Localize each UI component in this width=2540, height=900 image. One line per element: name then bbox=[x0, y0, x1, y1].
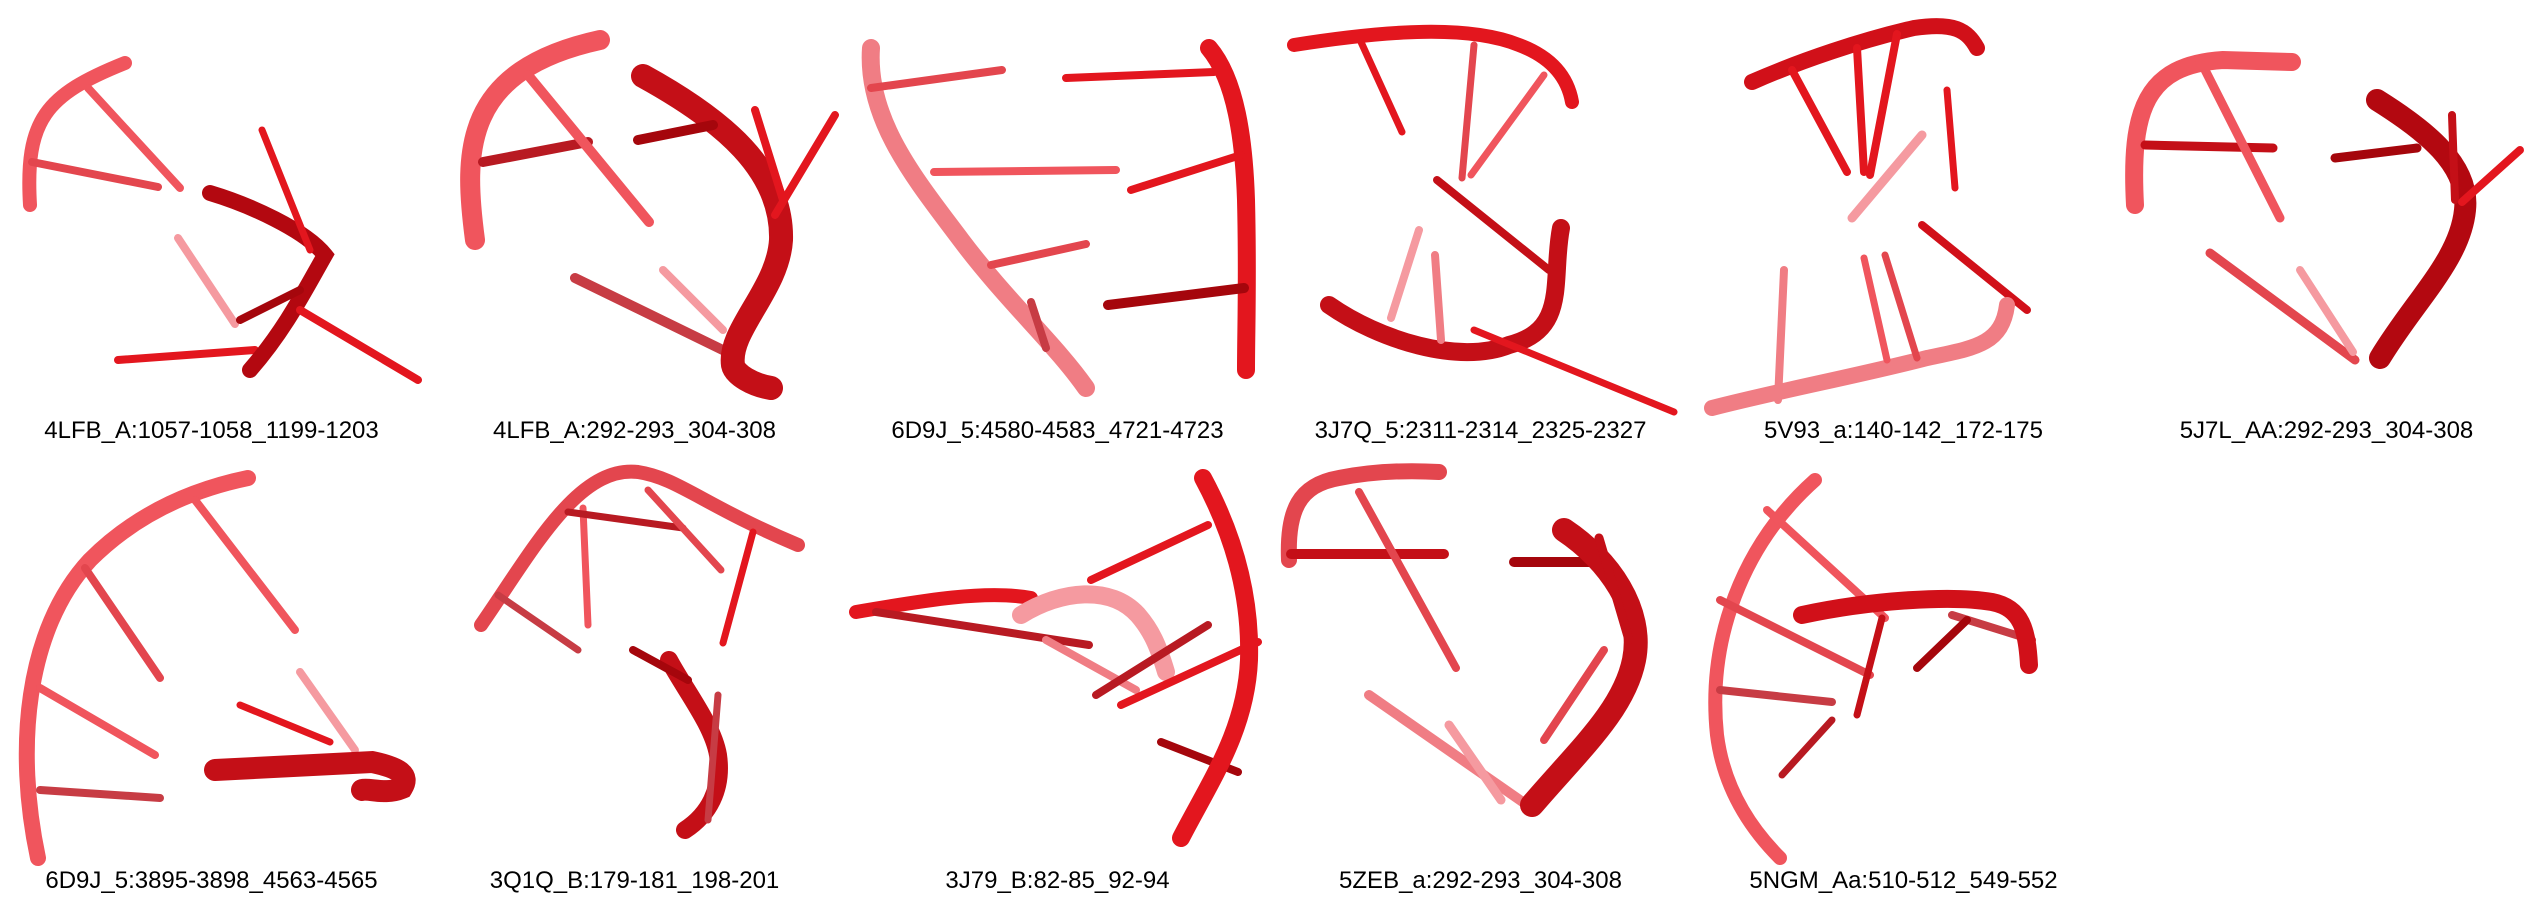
panel-caption-11: 5NGM_Aa:510-512_549-552 bbox=[1749, 867, 2058, 894]
rna-structure-image-11 bbox=[1708, 473, 2038, 865]
rna-panel-1: 4LFB_A:1057-1058_1199-1203 bbox=[0, 0, 423, 450]
panel-caption-8: 3Q1Q_B:179-181_198-201 bbox=[489, 867, 780, 894]
rna-panel-2: 4LFB_A:292-293_304-308 bbox=[423, 0, 846, 450]
rna-structure-image-3 bbox=[861, 39, 1256, 397]
rna-panel-7: 6D9J_5:3895-3898_4563-4565 bbox=[0, 450, 423, 900]
rna-panel-9: 3J79_B:82-85_92-94 bbox=[846, 450, 1269, 900]
panel-caption-9: 3J79_B:82-85_92-94 bbox=[945, 867, 1170, 894]
panel-caption-3: 6D9J_5:4580-4583_4721-4723 bbox=[891, 417, 1224, 444]
rna-panel-8: 3Q1Q_B:179-181_198-201 bbox=[423, 450, 846, 900]
panel-caption-7: 6D9J_5:3895-3898_4563-4565 bbox=[45, 867, 378, 894]
panel-caption-4: 3J7Q_5:2311-2314_2325-2327 bbox=[1314, 417, 1647, 444]
rna-structure-image-1 bbox=[22, 56, 422, 384]
rna-structure-image-9 bbox=[849, 469, 1262, 847]
panel-caption-6: 5J7L_AA:292-293_304-308 bbox=[2179, 417, 2474, 444]
rna-structure-image-4 bbox=[1287, 24, 1678, 416]
rna-panel-11: 5NGM_Aa:510-512_549-552 bbox=[1692, 450, 2115, 900]
rna-structure-image-2 bbox=[460, 30, 839, 400]
rna-structure-image-7 bbox=[18, 470, 416, 866]
rna-structure-image-8 bbox=[474, 464, 805, 839]
rna-structure-image-6 bbox=[2125, 50, 2524, 369]
rna-panel-5: 5V93_a:140-142_172-175 bbox=[1692, 0, 2115, 450]
panel-caption-1: 4LFB_A:1057-1058_1199-1203 bbox=[44, 417, 379, 444]
rna-structure-image-5 bbox=[1704, 18, 2031, 416]
rna-structure-image-10 bbox=[1280, 463, 1648, 817]
rna-panel-4: 3J7Q_5:2311-2314_2325-2327 bbox=[1269, 0, 1692, 450]
panel-caption-10: 5ZEB_a:292-293_304-308 bbox=[1339, 867, 1622, 894]
rna-panel-3: 6D9J_5:4580-4583_4721-4723 bbox=[846, 0, 1269, 450]
panel-caption-2: 4LFB_A:292-293_304-308 bbox=[493, 417, 776, 444]
rna-panel-10: 5ZEB_a:292-293_304-308 bbox=[1269, 450, 1692, 900]
panel-caption-5: 5V93_a:140-142_172-175 bbox=[1764, 417, 2043, 444]
rna-panel-6: 5J7L_AA:292-293_304-308 bbox=[2115, 0, 2538, 450]
